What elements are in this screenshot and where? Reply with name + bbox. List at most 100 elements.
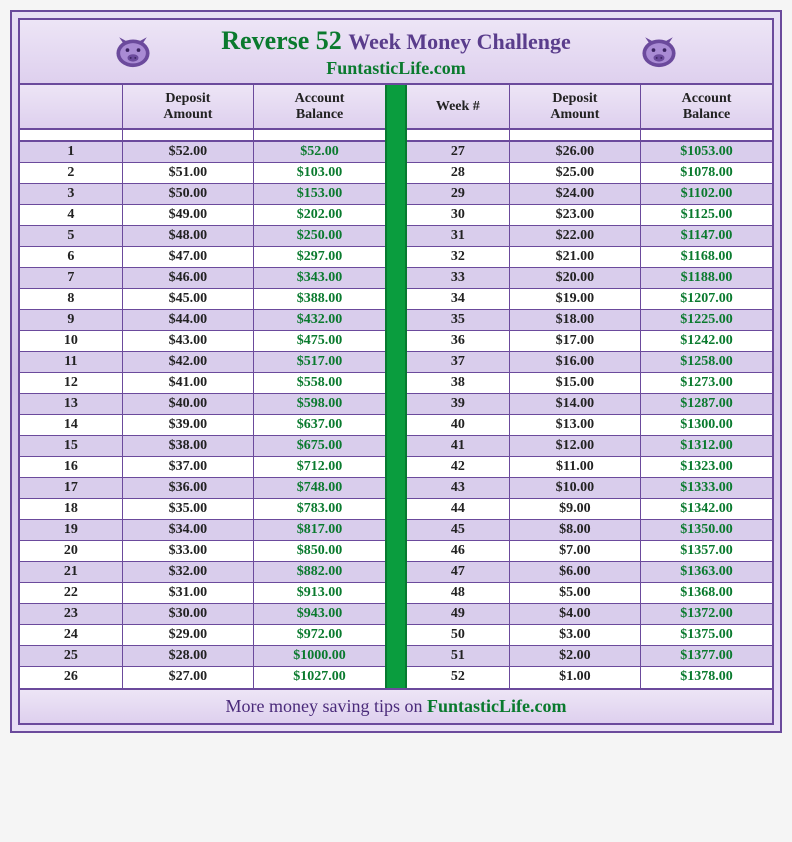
balance-cell: $637.00 — [254, 415, 385, 436]
balance-cell: $1378.00 — [641, 667, 772, 688]
table-row: 28$25.00$1078.00 — [407, 163, 772, 184]
week-cell: 18 — [20, 499, 122, 520]
balance-cell: $1372.00 — [641, 604, 772, 625]
table-row: 29$24.00$1102.00 — [407, 184, 772, 205]
balance-cell: $1333.00 — [641, 478, 772, 499]
table-row: 25$28.00$1000.00 — [20, 646, 385, 667]
balance-cell: $103.00 — [254, 163, 385, 184]
table-row: 11$42.00$517.00 — [20, 352, 385, 373]
deposit-cell: $8.00 — [509, 520, 640, 541]
balance-cell: $1242.00 — [641, 331, 772, 352]
week-cell: 22 — [20, 583, 122, 604]
week-cell: 21 — [20, 562, 122, 583]
table-row: 42$11.00$1323.00 — [407, 457, 772, 478]
table-row: 31$22.00$1147.00 — [407, 226, 772, 247]
center-divider — [385, 85, 407, 688]
deposit-cell: $29.00 — [122, 625, 253, 646]
table-row: 48$5.00$1368.00 — [407, 583, 772, 604]
deposit-cell: $25.00 — [509, 163, 640, 184]
table-row: 35$18.00$1225.00 — [407, 310, 772, 331]
balance-cell: $1000.00 — [254, 646, 385, 667]
balance-cell: $1342.00 — [641, 499, 772, 520]
balance-cell: $817.00 — [254, 520, 385, 541]
balance-cell: $1300.00 — [641, 415, 772, 436]
week-cell: 15 — [20, 436, 122, 457]
footer-brand: FuntasticLife.com — [427, 696, 566, 716]
deposit-cell: $27.00 — [122, 667, 253, 688]
balance-cell: $1188.00 — [641, 268, 772, 289]
deposit-cell: $4.00 — [509, 604, 640, 625]
deposit-cell: $45.00 — [122, 289, 253, 310]
week-cell: 38 — [407, 373, 509, 394]
balance-cell: $1368.00 — [641, 583, 772, 604]
table-row: 4$49.00$202.00 — [20, 205, 385, 226]
deposit-cell: $2.00 — [509, 646, 640, 667]
week-cell: 52 — [407, 667, 509, 688]
deposit-cell: $42.00 — [122, 352, 253, 373]
week-cell: 39 — [407, 394, 509, 415]
deposit-cell: $20.00 — [509, 268, 640, 289]
table-row: 49$4.00$1372.00 — [407, 604, 772, 625]
week-cell: 36 — [407, 331, 509, 352]
table-row: 7$46.00$343.00 — [20, 268, 385, 289]
week-cell: 10 — [20, 331, 122, 352]
table-row: 51$2.00$1377.00 — [407, 646, 772, 667]
deposit-cell: $7.00 — [509, 541, 640, 562]
week-cell: 33 — [407, 268, 509, 289]
balance-cell: $1312.00 — [641, 436, 772, 457]
table-row: 5$48.00$250.00 — [20, 226, 385, 247]
table-row: 46$7.00$1357.00 — [407, 541, 772, 562]
balance-cell: $850.00 — [254, 541, 385, 562]
deposit-cell: $52.00 — [122, 141, 253, 163]
balance-cell: $1168.00 — [641, 247, 772, 268]
table-row: 8$45.00$388.00 — [20, 289, 385, 310]
week-cell: 48 — [407, 583, 509, 604]
week-cell: 29 — [407, 184, 509, 205]
table-row: 39$14.00$1287.00 — [407, 394, 772, 415]
balance-cell: $1363.00 — [641, 562, 772, 583]
footer-prefix: More money saving tips on — [226, 696, 427, 716]
week-cell: 25 — [20, 646, 122, 667]
table-row: 14$39.00$637.00 — [20, 415, 385, 436]
balance-cell: $388.00 — [254, 289, 385, 310]
week-cell: 51 — [407, 646, 509, 667]
balance-cell: $1357.00 — [641, 541, 772, 562]
week-cell: 43 — [407, 478, 509, 499]
balance-cell: $1350.00 — [641, 520, 772, 541]
table-row: 27$26.00$1053.00 — [407, 141, 772, 163]
balance-cell: $558.00 — [254, 373, 385, 394]
deposit-cell: $16.00 — [509, 352, 640, 373]
table-row: 41$12.00$1312.00 — [407, 436, 772, 457]
spacer-cell — [122, 129, 253, 141]
week-cell: 28 — [407, 163, 509, 184]
balance-cell: $1102.00 — [641, 184, 772, 205]
deposit-cell: $15.00 — [509, 373, 640, 394]
title-main: Reverse 52 — [221, 26, 342, 55]
table-row: 24$29.00$972.00 — [20, 625, 385, 646]
balance-cell: $432.00 — [254, 310, 385, 331]
table-row: 10$43.00$475.00 — [20, 331, 385, 352]
table-row: 34$19.00$1207.00 — [407, 289, 772, 310]
deposit-cell: $19.00 — [509, 289, 640, 310]
col-header — [20, 85, 122, 129]
outer-frame: Reverse 52 Week Money Challenge Funtasti… — [10, 10, 782, 733]
deposit-cell: $23.00 — [509, 205, 640, 226]
challenge-table-left: DepositAmountAccountBalance1$52.00$52.00… — [20, 85, 385, 688]
week-cell: 42 — [407, 457, 509, 478]
col-header: DepositAmount — [509, 85, 640, 129]
week-cell: 19 — [20, 520, 122, 541]
week-cell: 9 — [20, 310, 122, 331]
table-row: 37$16.00$1258.00 — [407, 352, 772, 373]
table-row: 18$35.00$783.00 — [20, 499, 385, 520]
balance-cell: $598.00 — [254, 394, 385, 415]
week-cell: 16 — [20, 457, 122, 478]
deposit-cell: $14.00 — [509, 394, 640, 415]
deposit-cell: $26.00 — [509, 141, 640, 163]
week-cell: 27 — [407, 141, 509, 163]
week-cell: 30 — [407, 205, 509, 226]
deposit-cell: $40.00 — [122, 394, 253, 415]
table-row: 20$33.00$850.00 — [20, 541, 385, 562]
col-header: AccountBalance — [254, 85, 385, 129]
deposit-cell: $39.00 — [122, 415, 253, 436]
table-row: 2$51.00$103.00 — [20, 163, 385, 184]
